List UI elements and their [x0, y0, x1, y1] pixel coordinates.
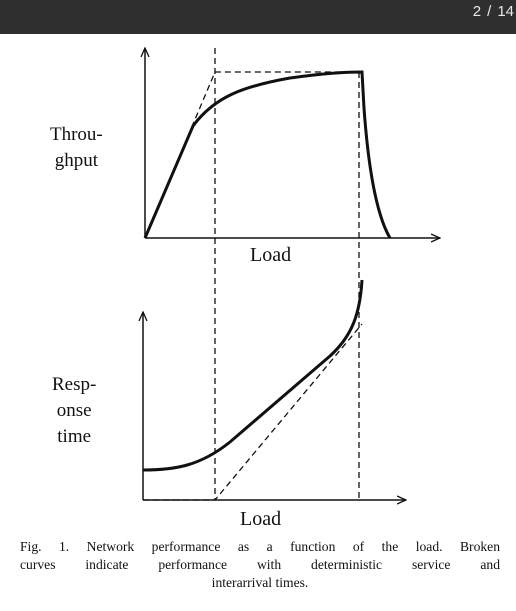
throughput-label-line2: ghput [54, 150, 99, 171]
response-time-curve [142, 279, 364, 472]
throughput-axis-label: Throu- ghput [50, 122, 103, 174]
figure-page: Throu- ghput Load Resp- onse time Load F… [0, 34, 516, 611]
response-label-line3: time [57, 426, 92, 447]
page-total: 14 [497, 3, 514, 20]
bottom-load-label: Load [240, 508, 282, 530]
throughput-label-line1: Throu- [50, 124, 103, 145]
top-deterministic-curve [144, 71, 358, 239]
caption-line-3: interarrival times. [211, 575, 309, 590]
top-load-label: Load [250, 244, 292, 266]
page-separator: / [487, 3, 492, 20]
caption-line-2: curves indicate performance with determi… [20, 557, 500, 572]
bottom-deterministic-curve [143, 323, 363, 501]
response-label-line2: onse [56, 400, 92, 421]
throughput-curve [143, 70, 392, 239]
response-label-line1: Resp- [52, 374, 97, 395]
page-current: 2 [472, 3, 482, 20]
figure-drawing [0, 34, 516, 611]
caption-line-1: Fig. 1. Network performance as a functio… [20, 539, 500, 554]
figure-caption: Fig. 1. Network performance as a functio… [20, 538, 500, 592]
viewer-toolbar: 2 / 14 [0, 0, 516, 34]
page-indicator[interactable]: 2 / 14 [473, 0, 516, 24]
response-time-axis-label: Resp- onse time [52, 372, 96, 450]
